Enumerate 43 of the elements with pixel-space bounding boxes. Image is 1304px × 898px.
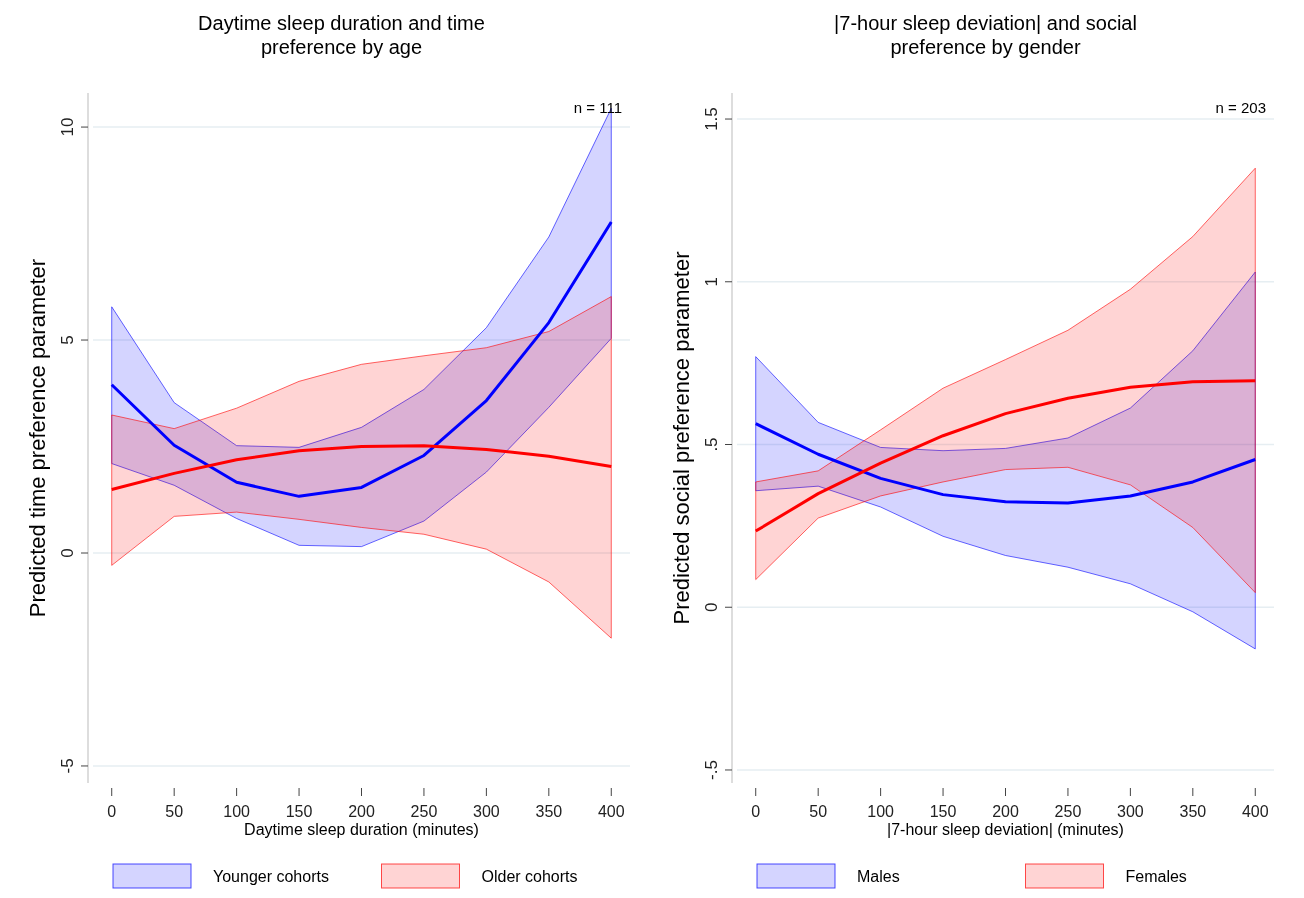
- x-tick-label: 100: [223, 803, 251, 820]
- x-tick-label: 400: [597, 803, 625, 820]
- legend-label: Females: [1125, 868, 1187, 885]
- x-tick-label: 50: [809, 803, 828, 820]
- x-tick-label: 200: [348, 803, 375, 820]
- y-tick-label: 5: [58, 335, 77, 345]
- x-tick-label: 300: [1117, 803, 1144, 820]
- y-tick-label: 0: [58, 548, 77, 558]
- y-tick-label: .5: [702, 437, 721, 452]
- x-tick-label: 350: [1179, 803, 1207, 820]
- annotation: n = 111: [573, 99, 622, 116]
- y-tick-label: 1.5: [702, 107, 721, 131]
- y-tick-label: 0: [702, 602, 721, 612]
- x-tick-label: 150: [929, 803, 957, 820]
- x-tick-label: 350: [535, 803, 563, 820]
- y-tick-label: 1: [702, 277, 721, 287]
- y-axis-title: Predicted social preference parameter: [669, 251, 694, 625]
- line-series: [110, 220, 613, 498]
- x-tick-label: 250: [1054, 803, 1082, 820]
- x-tick-label: 400: [1241, 803, 1269, 820]
- x-axis-title: |7-hour sleep deviation| (minutes): [887, 821, 1124, 838]
- legend-label: Older cohorts: [481, 868, 578, 885]
- line-series: [754, 422, 1257, 505]
- y-tick-label: -5: [58, 758, 77, 774]
- x-tick-label: 50: [165, 803, 184, 820]
- x-tick-label: 0: [107, 803, 117, 820]
- x-tick-label: 300: [473, 803, 500, 820]
- y-tick-label: 10: [58, 117, 77, 137]
- x-tick-label: 0: [751, 803, 761, 820]
- legend-label: Males: [857, 868, 900, 885]
- x-tick-label: 250: [410, 803, 438, 820]
- line-series: [754, 379, 1257, 533]
- chart-title: |7-hour sleep deviation| and social preference by gender: [834, 12, 1137, 58]
- y-axis-title: Predicted time preference parameter: [25, 258, 50, 618]
- x-tick-label: 100: [867, 803, 895, 820]
- x-tick-label: 200: [992, 803, 1019, 820]
- x-axis-title: Daytime sleep duration (minutes): [244, 821, 479, 838]
- y-tick-label: -.5: [702, 760, 721, 780]
- annotation: n = 203: [1215, 99, 1266, 116]
- legend-label: Younger cohorts: [213, 868, 329, 885]
- chart-title: Daytime sleep duration and time preference by age: [198, 12, 485, 58]
- x-tick-label: 150: [285, 803, 313, 820]
- line-series: [110, 444, 613, 492]
